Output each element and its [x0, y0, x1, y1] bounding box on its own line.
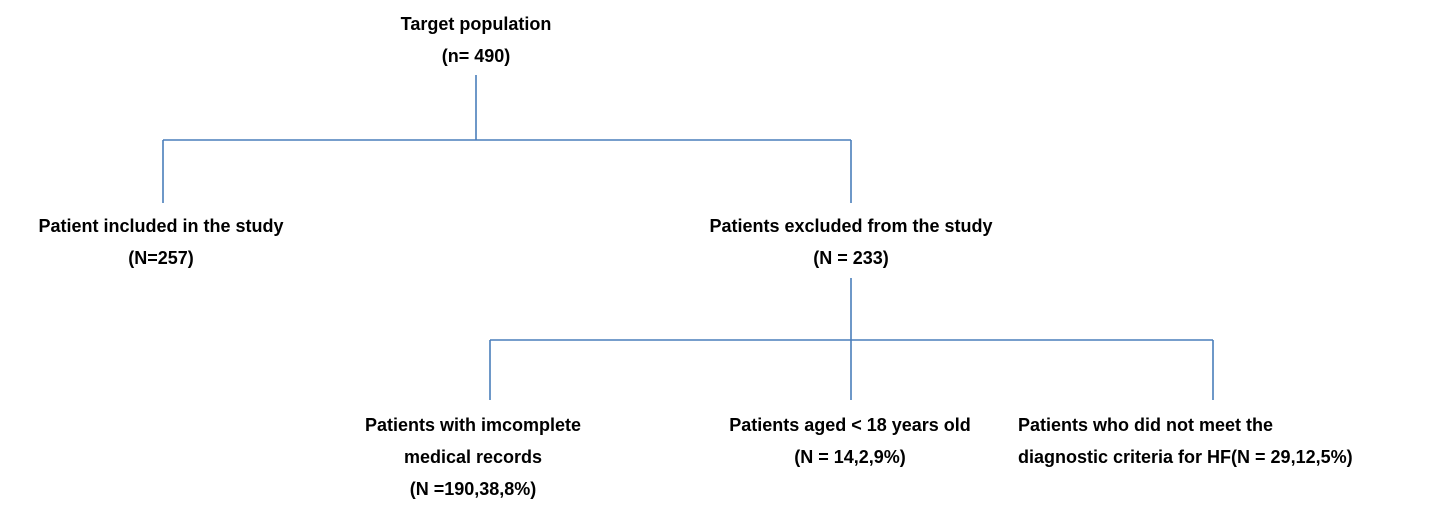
node-text: Patients aged < 18 years old	[729, 415, 971, 435]
connectors	[162, 75, 1214, 400]
node-text: (N =190,38,8%)	[410, 479, 537, 499]
node-text: (N = 233)	[813, 248, 889, 268]
node-text: diagnostic criteria for HF(N = 29,12,5%)	[1018, 447, 1353, 467]
node-text: Target population	[401, 14, 552, 34]
node: Target population (n= 490)	[401, 14, 552, 66]
node-text: medical records	[404, 447, 542, 467]
node-text: (n= 490)	[442, 46, 511, 66]
node: Patients who did not meet the diagnostic…	[1018, 415, 1353, 467]
node-text: Patients excluded from the study	[709, 216, 992, 236]
node-text: Patient included in the study	[38, 216, 283, 236]
node-text: (N = 14,2,9%)	[794, 447, 906, 467]
node-text: Patients with imcomplete	[365, 415, 581, 435]
node: Patients with imcomplete medical records…	[365, 415, 581, 499]
node: Patients excluded from the study (N = 23…	[709, 216, 992, 268]
node-text: (N=257)	[128, 248, 194, 268]
node-text: Patients who did not meet the	[1018, 415, 1273, 435]
node: Patients aged < 18 years old (N = 14,2,9…	[729, 415, 971, 467]
node: Patient included in the study (N=257)	[38, 216, 283, 268]
